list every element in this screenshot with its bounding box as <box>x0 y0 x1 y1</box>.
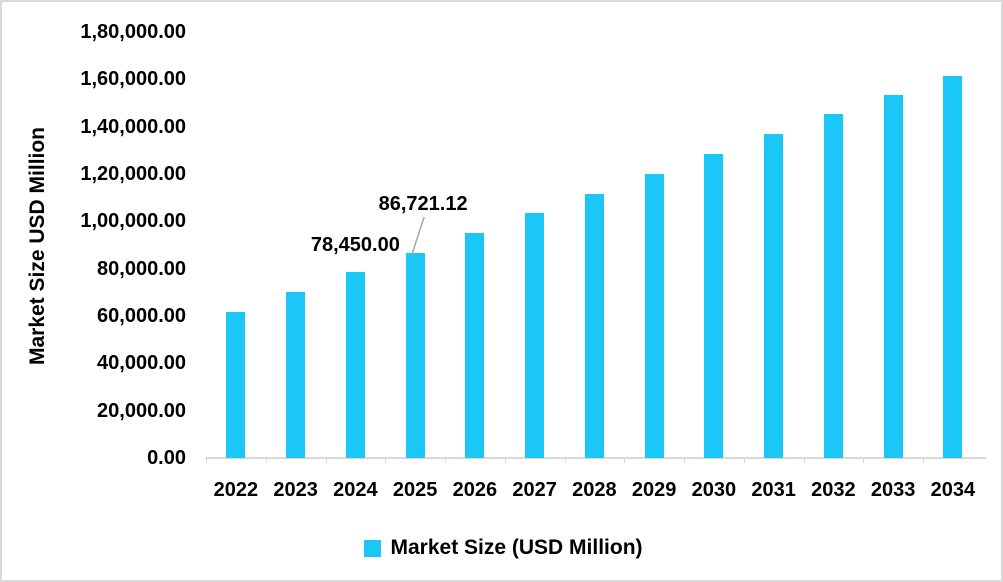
y-axis-title: Market Size USD Million <box>26 126 49 366</box>
bar-2022 <box>226 311 246 458</box>
x-axis-label-2028: 2028 <box>572 479 617 501</box>
x-axis-label-2023: 2023 <box>273 479 318 501</box>
x-axis-tick <box>803 459 805 463</box>
x-axis-label-2030: 2030 <box>691 479 737 501</box>
y-axis-tick-label: 1,40,000.00 <box>80 115 186 138</box>
x-axis-tick <box>624 459 626 463</box>
y-axis-tick-label: 40,000.00 <box>97 352 186 375</box>
y-axis-tick-label: 1,20,000.00 <box>80 163 186 185</box>
x-axis-tick <box>684 459 685 463</box>
bar-2034 <box>943 75 963 458</box>
x-axis-label-2029: 2029 <box>631 479 677 501</box>
x-axis-tick <box>564 459 566 463</box>
x-axis-tick <box>206 459 207 463</box>
bar-2026 <box>465 233 485 458</box>
data-label-2024: 78,450.00 <box>310 234 400 256</box>
bar-2033 <box>883 94 903 458</box>
x-axis-label-2027: 2027 <box>512 479 557 501</box>
bar-2031 <box>764 134 784 458</box>
bar-2029 <box>644 174 664 458</box>
x-axis-label-2032: 2032 <box>811 479 856 501</box>
legend: Market Size (USD Million) <box>2 536 1001 560</box>
y-axis-tick-label: 80,000.00 <box>97 257 186 280</box>
x-axis-label-2022: 2022 <box>213 479 259 501</box>
x-axis-tick <box>265 459 267 463</box>
legend-label: Market Size (USD Million) <box>390 536 643 559</box>
x-axis-label-2031: 2031 <box>751 479 796 501</box>
data-label-2025: 86,721.12 <box>378 193 468 215</box>
bar-2023 <box>286 291 306 458</box>
y-axis-tick-label: 1,60,000.00 <box>80 68 186 91</box>
y-axis-tick-label: 60,000.00 <box>97 305 186 327</box>
legend-swatch-icon <box>364 539 382 557</box>
bar-2027 <box>525 213 545 458</box>
bar-2032 <box>823 114 843 458</box>
bar-2030 <box>704 154 724 458</box>
x-axis-label-2026: 2026 <box>452 479 498 501</box>
x-axis-label-2033: 2033 <box>870 479 916 501</box>
x-axis-label-2034: 2034 <box>930 479 976 501</box>
bar-2028 <box>584 193 604 458</box>
x-axis-label-2025: 2025 <box>392 479 438 501</box>
y-axis-tick-label: 1,80,000.00 <box>80 21 186 43</box>
x-axis-tick <box>863 459 865 463</box>
x-axis-tick <box>325 459 327 463</box>
y-axis-tick-label: 20,000.00 <box>97 399 186 422</box>
x-axis-tick <box>504 459 506 463</box>
bar-2025 <box>405 252 425 458</box>
x-axis-label-2024: 2024 <box>333 479 378 501</box>
x-axis-line <box>206 457 986 459</box>
x-axis-tick <box>385 459 387 463</box>
y-axis-tick-label: 0.00 <box>147 447 186 469</box>
x-axis-tick <box>445 459 446 463</box>
y-axis-tick-label: 1,00,000.00 <box>80 210 186 233</box>
bar-2024 <box>345 272 365 458</box>
x-axis-tick <box>743 459 745 463</box>
x-axis-tick <box>923 459 924 463</box>
